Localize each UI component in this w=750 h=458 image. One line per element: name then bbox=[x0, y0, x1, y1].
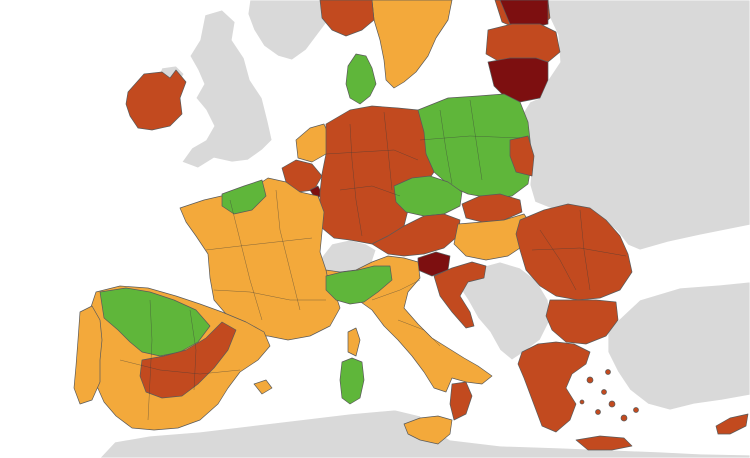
region-latvia[interactable] bbox=[485, 23, 561, 63]
region-bulgaria[interactable] bbox=[545, 299, 619, 345]
island[interactable] bbox=[605, 369, 611, 375]
region-sicily[interactable] bbox=[403, 415, 453, 445]
great-britain bbox=[181, 9, 273, 169]
region-spain-central[interactable] bbox=[139, 321, 237, 399]
non-eu-land bbox=[99, 0, 750, 458]
region-croatia[interactable] bbox=[433, 261, 487, 329]
region-spain-north[interactable] bbox=[99, 287, 211, 357]
region-italy-north-west[interactable] bbox=[325, 265, 393, 305]
region-slovakia[interactable] bbox=[461, 193, 523, 223]
region-lithuania[interactable] bbox=[487, 57, 549, 103]
island[interactable] bbox=[586, 376, 594, 384]
western-balkans bbox=[455, 261, 551, 361]
region-cyprus[interactable] bbox=[715, 413, 749, 435]
island[interactable] bbox=[620, 414, 628, 422]
region-balearics[interactable] bbox=[253, 379, 273, 395]
region-crete[interactable] bbox=[575, 435, 633, 451]
region-corsica[interactable] bbox=[347, 327, 361, 357]
eastern-europe bbox=[519, 0, 750, 251]
region-greece[interactable] bbox=[517, 341, 591, 433]
region-france-north[interactable] bbox=[221, 179, 267, 215]
regional-borders bbox=[119, 99, 627, 421]
region-poland-east[interactable] bbox=[509, 135, 535, 177]
island[interactable] bbox=[579, 399, 585, 405]
region-sardinia[interactable] bbox=[339, 357, 365, 405]
turkey bbox=[607, 281, 750, 411]
island[interactable] bbox=[601, 389, 607, 395]
island[interactable] bbox=[633, 407, 639, 413]
island[interactable] bbox=[595, 409, 601, 415]
region-portugal[interactable] bbox=[73, 305, 103, 405]
eu-regions bbox=[73, 0, 749, 451]
region-france[interactable] bbox=[179, 177, 341, 341]
region-ireland[interactable] bbox=[125, 69, 187, 131]
island[interactable] bbox=[608, 400, 616, 408]
region-sweden-south[interactable] bbox=[371, 0, 453, 89]
aegean-islands bbox=[579, 369, 639, 422]
region-sweden-west[interactable] bbox=[319, 0, 375, 37]
region-denmark[interactable] bbox=[345, 53, 377, 105]
region-calabria[interactable] bbox=[449, 381, 473, 421]
region-romania[interactable] bbox=[515, 203, 633, 301]
region-czechia[interactable] bbox=[393, 175, 463, 217]
